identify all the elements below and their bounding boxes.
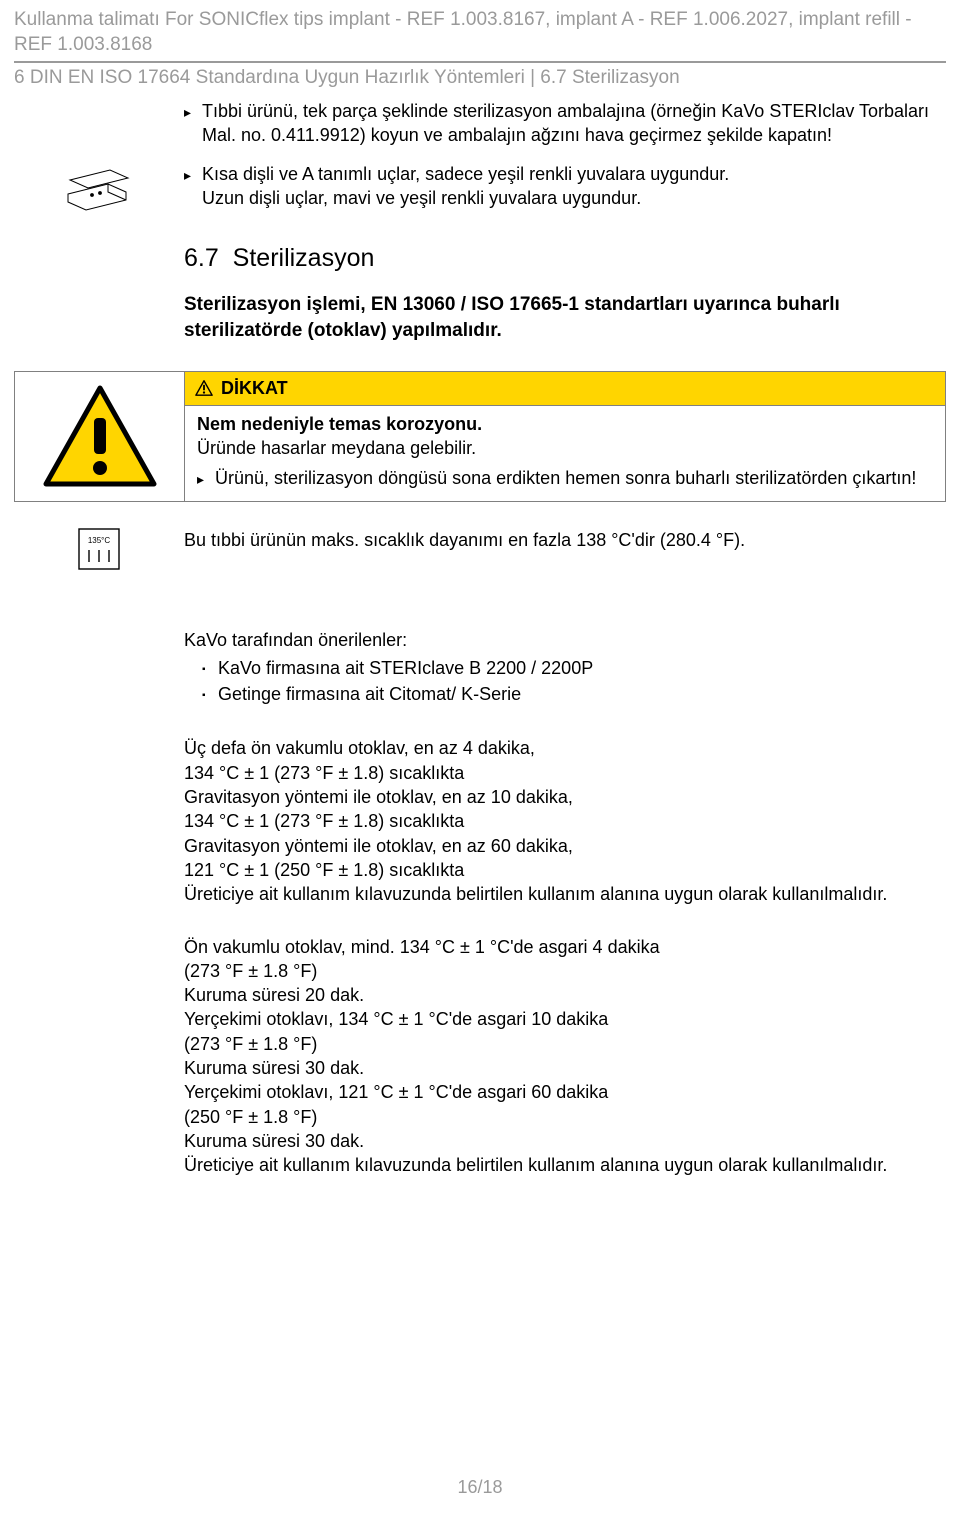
caution-content: Nem nedeniyle temas korozyonu. Üründe ha…: [185, 406, 945, 502]
proc-line: Üç defa ön vakumlu otoklav, en az 4 daki…: [184, 736, 946, 760]
procedure-block-2: Ön vakumlu otoklav, mind. 134 °C ± 1 °C'…: [184, 935, 946, 1178]
section-number: 6.7: [184, 244, 219, 272]
proc-line: 134 °C ± 1 (273 °F ± 1.8) sıcaklıkta: [184, 761, 946, 785]
list-item: ▪ Getinge firmasına ait Citomat/ K-Serie: [202, 682, 946, 708]
bullet-text: Tıbbi ürünü, tek parça şeklinde steriliz…: [202, 99, 946, 148]
proc-line: Üreticiye ait kullanım kılavuzunda belir…: [184, 1153, 946, 1177]
max-temp-icon: 135°C: [78, 528, 120, 570]
list-item-text: KaVo firmasına ait STERIclave B 2200 / 2…: [218, 656, 593, 680]
list-item: ▪ KaVo firmasına ait STERIclave B 2200 /…: [202, 656, 946, 682]
proc-line: Ön vakumlu otoklav, mind. 134 °C ± 1 °C'…: [184, 935, 946, 959]
header-divider: [14, 61, 946, 63]
caution-header: DİKKAT: [185, 372, 945, 405]
page-content: ▸ Tıbbi ürünü, tek parça şeklinde steril…: [0, 99, 960, 1177]
proc-line: Yerçekimi otoklavı, 134 °C ± 1 °C'de asg…: [184, 1007, 946, 1031]
caution-line-1: Nem nedeniyle temas korozyonu.: [197, 412, 933, 436]
bullet-item: ▸ Tıbbi ürünü, tek parça şeklinde steril…: [184, 99, 946, 148]
proc-line: Gravitasyon yöntemi ile otoklav, en az 6…: [184, 834, 946, 858]
doc-title: Kullanma talimatı For SONICflex tips imp…: [14, 8, 946, 57]
proc-line: Üreticiye ait kullanım kılavuzunda belir…: [184, 882, 946, 906]
recommend-intro: KaVo tarafından önerilenler:: [184, 628, 946, 652]
triangle-bullet-icon: ▸: [197, 466, 215, 491]
proc-line: Kuruma süresi 30 dak.: [184, 1056, 946, 1080]
breadcrumb: 6 DIN EN ISO 17664 Standardına Uygun Haz…: [14, 65, 946, 91]
recommend-list: ▪ KaVo firmasına ait STERIclave B 2200 /…: [202, 656, 946, 708]
warning-triangle-small-icon: [195, 379, 213, 397]
proc-line: (273 °F ± 1.8 °F): [184, 1032, 946, 1056]
tray-icon-col: [14, 162, 184, 216]
list-item-text: Getinge firmasına ait Citomat/ K-Serie: [218, 682, 521, 706]
caution-box: DİKKAT Nem nedeniyle temas korozyonu. Ür…: [14, 371, 946, 502]
temp-icon-col: 135°C: [14, 528, 184, 570]
triangle-bullet-icon: ▸: [184, 99, 202, 124]
caution-line-2: Üründe hasarlar meydana gelebilir.: [197, 436, 933, 460]
bullet-item: ▸ Ürünü, sterilizasyon döngüsü sona erdi…: [197, 466, 933, 491]
page-header: Kullanma talimatı For SONICflex tips imp…: [0, 0, 960, 91]
caution-icon-col: [14, 371, 184, 502]
page-number: 16/18: [457, 1477, 502, 1497]
bullet-item: ▸ Kısa dişli ve A tanımlı uçlar, sadece …: [184, 162, 946, 211]
bullet-text: Kısa dişli ve A tanımlı uçlar, sadece ye…: [202, 162, 946, 211]
caution-label: DİKKAT: [221, 376, 288, 400]
section-lead: Sterilizasyon işlemi, EN 13060 / ISO 176…: [184, 292, 946, 343]
proc-line: (250 °F ± 1.8 °F): [184, 1105, 946, 1129]
triangle-bullet-icon: ▸: [184, 162, 202, 187]
proc-line: Gravitasyon yöntemi ile otoklav, en az 1…: [184, 785, 946, 809]
page-footer: 16/18: [0, 1475, 960, 1499]
square-bullet-icon: ▪: [202, 682, 218, 708]
recommend-block: KaVo tarafından önerilenler: ▪ KaVo firm…: [184, 628, 946, 708]
temp-icon-label: 135°C: [88, 536, 111, 545]
section-heading: 6.7 Sterilizasyon: [184, 242, 946, 276]
temp-text: Bu tıbbi ürünün maks. sıcaklık dayanımı …: [184, 528, 946, 552]
temperature-row: 135°C Bu tıbbi ürünün maks. sıcaklık day…: [14, 528, 946, 570]
section-title: Sterilizasyon: [233, 244, 375, 272]
warning-triangle-icon: [40, 384, 160, 490]
caution-bullet-text: Ürünü, sterilizasyon döngüsü sona erdikt…: [215, 466, 933, 490]
square-bullet-icon: ▪: [202, 656, 218, 682]
intro-row-1: ▸ Tıbbi ürünü, tek parça şeklinde steril…: [14, 99, 946, 158]
proc-line: Yerçekimi otoklavı, 121 °C ± 1 °C'de asg…: [184, 1080, 946, 1104]
caution-body: DİKKAT Nem nedeniyle temas korozyonu. Ür…: [184, 371, 946, 502]
section-block: 6.7 Sterilizasyon Sterilizasyon işlemi, …: [184, 242, 946, 343]
procedure-block-1: Üç defa ön vakumlu otoklav, en az 4 daki…: [184, 736, 946, 906]
proc-line: 121 °C ± 1 (250 °F ± 1.8) sıcaklıkta: [184, 858, 946, 882]
proc-line: 134 °C ± 1 (273 °F ± 1.8) sıcaklıkta: [184, 809, 946, 833]
proc-line: (273 °F ± 1.8 °F): [184, 959, 946, 983]
proc-line: Kuruma süresi 30 dak.: [184, 1129, 946, 1153]
sterilization-tray-icon: [64, 166, 134, 216]
proc-line: Kuruma süresi 20 dak.: [184, 983, 946, 1007]
icon-col-empty: [14, 99, 184, 103]
intro-row-2: ▸ Kısa dişli ve A tanımlı uçlar, sadece …: [14, 162, 946, 221]
